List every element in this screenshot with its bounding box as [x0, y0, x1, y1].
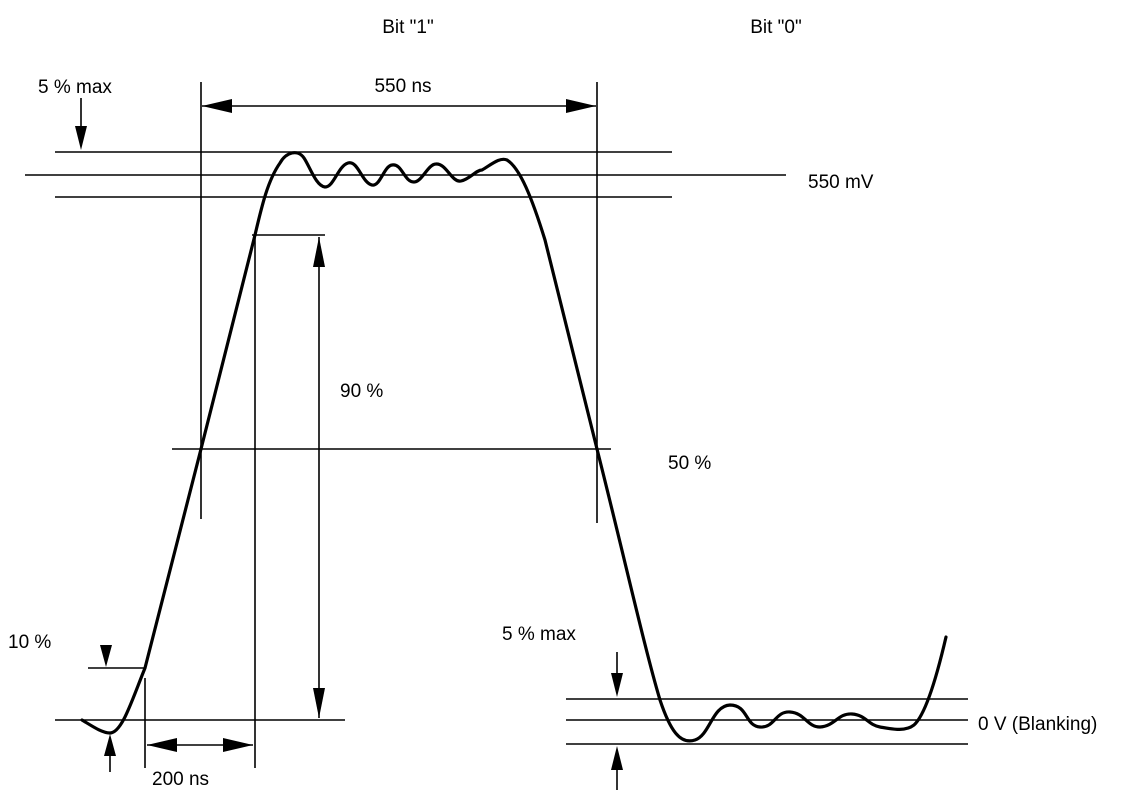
- bit-zero-label: Bit "0": [750, 17, 802, 38]
- overshoot-top-arrow-head: [75, 126, 87, 150]
- low-10-arrow-head: [100, 645, 112, 667]
- level-550mv-label: 550 mV: [808, 172, 874, 193]
- rise-200ns-label: 200 ns: [152, 769, 209, 790]
- pulse-waveform: [80, 151, 948, 743]
- rise-90-label: 90 %: [340, 381, 383, 402]
- overshoot-bottom-label: 5 % max: [502, 624, 576, 645]
- overshoot-bottom-arrow-head-bottom: [611, 746, 623, 770]
- pulse-width-label: 550 ns: [374, 76, 431, 97]
- blanking-label: 0 V (Blanking): [978, 714, 1097, 735]
- rise-time-arrow-left: [147, 738, 177, 752]
- overshoot-top-label: 5 % max: [38, 77, 112, 98]
- amplitude-arrow-up: [313, 237, 325, 267]
- amplitude-arrow-down: [313, 688, 325, 718]
- bit-one-label: Bit "1": [382, 17, 434, 38]
- low-10-label: 10 %: [8, 632, 51, 653]
- pulse-width-arrow-right: [566, 99, 596, 113]
- undershoot-arrow-head: [104, 734, 116, 756]
- pulse-width-arrow-left: [202, 99, 232, 113]
- half-level-label: 50 %: [668, 453, 711, 474]
- overshoot-bottom-arrow-head-top: [611, 673, 623, 697]
- rise-time-arrow-right: [223, 738, 253, 752]
